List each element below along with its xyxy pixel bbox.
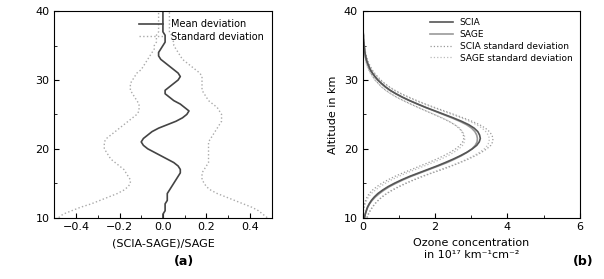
SCIA (473, 144, 480, 147)
Line: Mean deviation: Mean deviation (141, 11, 189, 218)
Standard deviation (168, 37, 175, 40)
Line: SCIA standard deviation: SCIA standard deviation (363, 11, 493, 218)
SAGE (360, 37, 367, 40)
SCIA (361, 216, 368, 219)
Standard deviation (201, 92, 208, 95)
SAGE standard deviation (397, 92, 404, 95)
SAGE (361, 216, 368, 219)
Mean deviation (159, 216, 167, 219)
SCIA (360, 37, 367, 40)
Line: SAGE: SAGE (363, 11, 477, 218)
Mean deviation (181, 106, 188, 109)
Standard deviation (201, 168, 208, 171)
X-axis label: (SCIA-SAGE)/SAGE: (SCIA-SAGE)/SAGE (112, 238, 214, 248)
SAGE standard deviation (359, 9, 367, 13)
SAGE (408, 175, 415, 178)
Mean deviation (161, 92, 169, 95)
SAGE (426, 168, 433, 171)
Text: (a): (a) (174, 255, 194, 268)
Text: (b): (b) (573, 255, 593, 268)
SCIA standard deviation (487, 144, 495, 147)
SCIA standard deviation (431, 106, 439, 109)
SAGE standard deviation (418, 175, 425, 178)
SAGE standard deviation (429, 106, 437, 109)
SAGE standard deviation (484, 144, 491, 147)
Standard deviation (166, 9, 173, 13)
Mean deviation (140, 144, 147, 147)
SAGE (359, 9, 367, 13)
SAGE standard deviation (363, 216, 370, 219)
SAGE (472, 144, 479, 147)
Line: SCIA: SCIA (363, 11, 480, 218)
SCIA standard deviation (359, 9, 367, 13)
SCIA standard deviation (439, 168, 446, 171)
Standard deviation (205, 144, 212, 147)
SAGE standard deviation (360, 37, 367, 40)
SCIA standard deviation (364, 216, 371, 219)
SAGE (392, 92, 399, 95)
SCIA (422, 106, 429, 109)
Legend: SCIA, SAGE, SCIA standard deviation, SAGE standard deviation: SCIA, SAGE, SCIA standard deviation, SAG… (428, 16, 576, 65)
Mean deviation (177, 168, 184, 171)
Legend: Mean deviation, Standard deviation: Mean deviation, Standard deviation (136, 16, 266, 45)
SCIA standard deviation (398, 92, 405, 95)
Line: Standard deviation: Standard deviation (170, 11, 267, 218)
Standard deviation (263, 216, 271, 219)
SCIA standard deviation (360, 37, 367, 40)
Standard deviation (198, 175, 205, 178)
X-axis label: Ozone concentration
in 10¹⁷ km⁻¹cm⁻²: Ozone concentration in 10¹⁷ km⁻¹cm⁻² (413, 238, 529, 260)
SAGE (422, 106, 429, 109)
SCIA (406, 175, 413, 178)
Standard deviation (214, 106, 221, 109)
Mean deviation (161, 37, 169, 40)
Mean deviation (159, 9, 167, 13)
SCIA (393, 92, 400, 95)
SCIA (424, 168, 431, 171)
SCIA (359, 9, 367, 13)
Y-axis label: Altitude in km: Altitude in km (328, 75, 338, 153)
SCIA standard deviation (420, 175, 427, 178)
Line: SAGE standard deviation: SAGE standard deviation (363, 11, 489, 218)
Mean deviation (175, 175, 182, 178)
SAGE standard deviation (437, 168, 445, 171)
